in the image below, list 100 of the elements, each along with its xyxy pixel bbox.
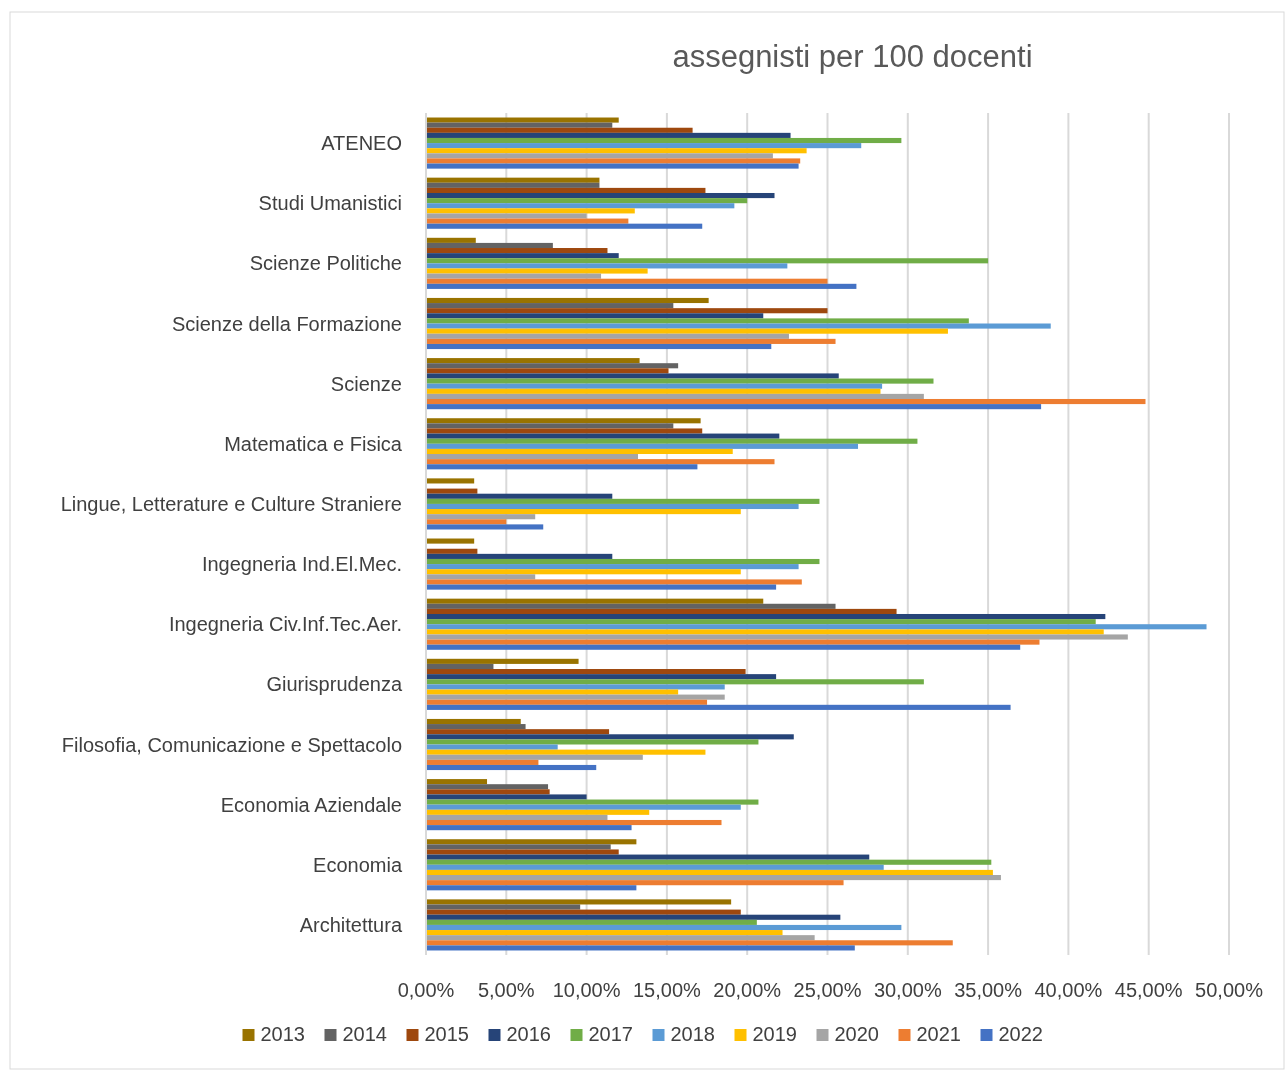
bar [426, 378, 934, 384]
bar [426, 273, 602, 279]
bar [426, 574, 536, 580]
bar [426, 819, 722, 826]
bar [426, 598, 764, 604]
bar [426, 418, 701, 424]
bar [426, 749, 706, 755]
bar [426, 303, 674, 309]
bar [426, 198, 748, 204]
bar [426, 318, 969, 324]
bar [426, 498, 820, 504]
bar [426, 674, 777, 680]
bar [426, 859, 992, 865]
bar [426, 333, 789, 339]
x-tick-label: 25,00% [793, 979, 862, 1001]
y-tick-label: Lingue, Letterature e Culture Straniere [60, 492, 402, 515]
bar [426, 323, 1051, 329]
bar [426, 558, 820, 565]
bar [426, 704, 1011, 710]
x-tick-label: 40,00% [1034, 979, 1103, 1001]
bar [426, 488, 478, 494]
bar [426, 177, 600, 183]
bar [426, 935, 815, 941]
bar [426, 509, 741, 515]
bar [426, 182, 600, 188]
bar [426, 608, 897, 614]
bar [426, 122, 613, 128]
legend-label: 2015 [424, 1023, 469, 1045]
bar [426, 278, 828, 284]
bar [426, 694, 725, 700]
bar [426, 143, 862, 149]
bar [426, 744, 558, 750]
bar [426, 553, 613, 559]
y-tick-label: Economia Aziendale [220, 793, 402, 816]
y-tick-label: Ingegneria Ind.El.Mec. [201, 553, 402, 576]
bar [426, 880, 844, 886]
bar [426, 153, 773, 159]
legend-label: 2016 [506, 1023, 551, 1045]
bar [426, 809, 650, 815]
bar [426, 624, 1207, 630]
bar [426, 644, 1021, 650]
bar [426, 343, 772, 350]
bar [426, 503, 799, 510]
bar [426, 619, 1096, 625]
bar [426, 454, 638, 460]
bar [426, 909, 741, 915]
x-tick-label: 15,00% [632, 979, 702, 1001]
bar [426, 924, 902, 931]
y-tick-label: ATENEO [321, 132, 402, 155]
bar [426, 308, 828, 314]
bar [426, 393, 924, 399]
bar [426, 223, 703, 229]
y-tick-label: Ingegneria Civ.Inf.Tec.Aer. [168, 613, 402, 636]
legend-label: 2018 [670, 1023, 715, 1045]
bar [426, 404, 1042, 410]
bar [426, 684, 725, 690]
bar [426, 689, 679, 695]
y-tick-label: Scienze della Formazione [171, 312, 402, 335]
bar [426, 724, 526, 730]
bar [426, 613, 1106, 620]
bar [426, 799, 759, 805]
bar [426, 368, 669, 374]
bar [426, 524, 544, 530]
bar [426, 914, 841, 920]
bar [426, 428, 703, 434]
chart-title: assegnisti per 100 docenti [672, 39, 1033, 74]
bar [426, 493, 613, 499]
bar [426, 789, 550, 795]
bar [426, 584, 777, 590]
bar [426, 203, 735, 209]
y-tick-label: Studi Umanistici [258, 192, 402, 215]
bar [426, 263, 788, 269]
bar [426, 438, 918, 444]
legend-label: 2021 [916, 1023, 961, 1045]
bar [426, 629, 1104, 635]
bar [426, 639, 1040, 645]
legend-label: 2013 [260, 1023, 305, 1045]
bar [426, 734, 794, 740]
bar [426, 825, 632, 831]
y-tick-label: Matematica e Fisica [224, 432, 403, 455]
bar [426, 864, 884, 870]
bar [426, 253, 619, 259]
bar [426, 258, 989, 264]
legend-label: 2017 [588, 1023, 633, 1045]
bar [426, 804, 741, 810]
bar [426, 794, 587, 800]
bar [426, 919, 757, 925]
bar [426, 718, 521, 725]
bar [426, 433, 780, 439]
bar [426, 579, 802, 585]
bar [426, 313, 764, 319]
bar [426, 242, 553, 249]
bar [426, 564, 799, 570]
legend-label: 2014 [342, 1023, 387, 1045]
y-tick-label: Scienze Politiche [249, 252, 402, 275]
bar [426, 739, 759, 745]
legend-label: 2020 [834, 1023, 879, 1045]
bar [426, 478, 475, 484]
x-tick-label: 10,00% [552, 979, 621, 1001]
bar [426, 423, 674, 429]
